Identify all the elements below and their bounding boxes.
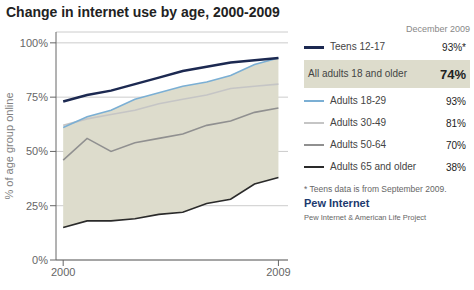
html-text:All adults 18 and older: All adults 18 and older — [308, 68, 407, 79]
svg-text:25%: 25% — [26, 200, 48, 212]
html-text:Change in internet use by age,: Change in internet use by age, 2000-2009 — [6, 4, 280, 20]
svg-text:% of age group online: % of age group online — [8, 92, 15, 199]
html-text:* Teens data is from September: * Teens data is from September 2009. — [304, 184, 447, 194]
html-text:74%: 74% — [440, 66, 466, 82]
html-text:Adults 30-49: Adults 30-49 — [330, 117, 387, 128]
html-text:Adults 50-64: Adults 50-64 — [330, 139, 387, 150]
html-text:81%: 81% — [446, 117, 466, 129]
html-text:Pew Internet: Pew Internet — [304, 197, 370, 209]
html-text:70%: 70% — [446, 139, 466, 151]
html-text:December 2009: December 2009 — [406, 24, 470, 34]
html-text:Adults 65 and older: Adults 65 and older — [330, 161, 417, 172]
svg-text:100%: 100% — [20, 37, 48, 49]
html-text:Teens 12-17: Teens 12-17 — [330, 41, 385, 52]
svg-text:75%: 75% — [26, 91, 48, 103]
html-text:Adults 18-29: Adults 18-29 — [330, 95, 387, 106]
html-text:93%: 93% — [446, 95, 466, 107]
svg-text:2000: 2000 — [51, 266, 75, 278]
html-text:38%: 38% — [446, 161, 466, 173]
html-text:93%*: 93%* — [442, 41, 466, 53]
svg-text:50%: 50% — [26, 145, 48, 157]
svg-text:0%: 0% — [32, 254, 48, 266]
svg-text:2009: 2009 — [266, 266, 290, 278]
html-text:Pew Internet & American Life P: Pew Internet & American Life Project — [304, 213, 427, 222]
